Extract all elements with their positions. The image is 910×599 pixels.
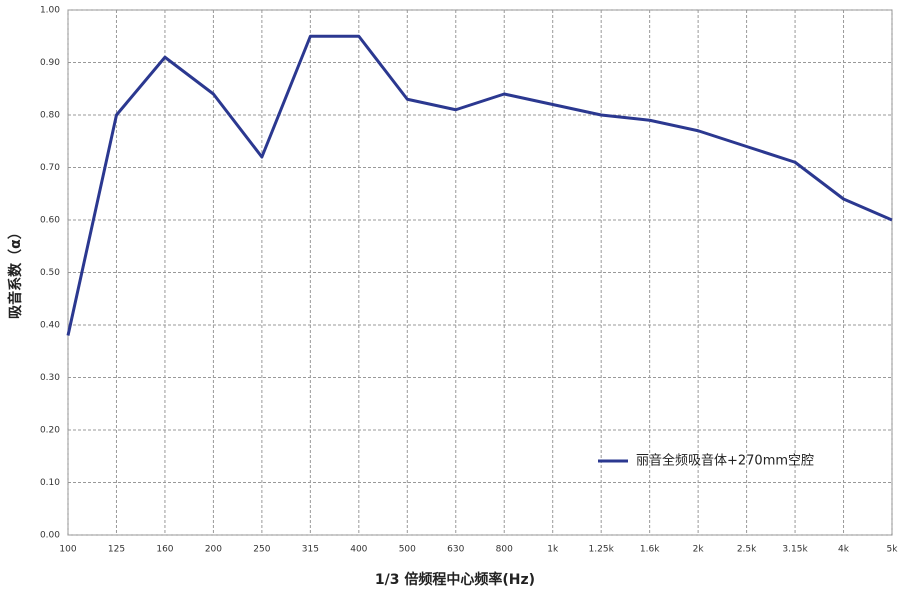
x-tick-label: 1.6k (640, 545, 660, 555)
y-tick-label: 0.60 (40, 216, 60, 226)
x-tick-label: 100 (59, 545, 76, 555)
y-tick-label: 1.00 (40, 6, 60, 16)
y-tick-label: 0.50 (40, 268, 60, 278)
x-tick-label: 125 (108, 545, 125, 555)
x-tick-label: 400 (350, 545, 367, 555)
y-axis-label: 吸音系数（α） (7, 225, 24, 319)
data-line (66, 34, 893, 336)
y-tick-label: 0.90 (40, 58, 60, 68)
x-tick-label: 1.25k (589, 545, 615, 555)
x-axis-label: 1/3 倍频程中心频率(Hz) (375, 571, 535, 588)
y-tick-label: 0.40 (40, 321, 60, 331)
x-tick-label: 250 (253, 545, 270, 555)
x-tick-label: 500 (399, 545, 416, 555)
x-tick-label: 1k (547, 545, 559, 555)
y-tick-label: 0.80 (40, 111, 60, 121)
x-tick-label: 800 (496, 545, 513, 555)
y-tick-label: 0.70 (40, 163, 60, 173)
y-tick-label: 0.00 (40, 531, 60, 541)
x-tick-label: 2k (693, 545, 705, 555)
x-tick-label: 315 (302, 545, 319, 555)
y-tick-label: 0.20 (40, 426, 60, 436)
y-tick-label: 0.30 (40, 373, 60, 383)
x-tick-label: 5k (887, 545, 899, 555)
legend-label: 丽音全频吸音体+270mm空腔 (636, 453, 814, 469)
x-tick-label: 3.15k (782, 545, 808, 555)
y-tick-label: 0.10 (40, 478, 60, 488)
x-tick-label: 200 (205, 545, 222, 555)
x-tick-label: 160 (156, 545, 173, 555)
x-tick-label: 2.5k (737, 545, 757, 555)
x-tick-label: 630 (447, 545, 464, 555)
x-tick-label: 4k (838, 545, 850, 555)
